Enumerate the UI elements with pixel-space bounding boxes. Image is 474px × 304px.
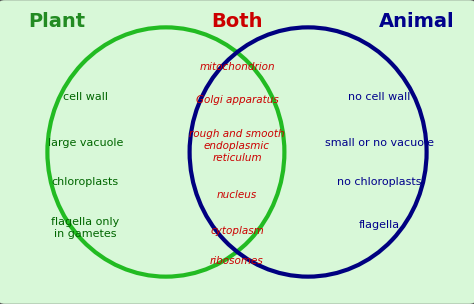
Text: no cell wall: no cell wall <box>348 92 410 102</box>
Text: mitochondrion: mitochondrion <box>199 62 275 72</box>
Text: Animal: Animal <box>379 12 455 31</box>
Text: nucleus: nucleus <box>217 190 257 199</box>
Text: Plant: Plant <box>28 12 85 31</box>
Text: no chloroplasts: no chloroplasts <box>337 178 421 187</box>
Text: chloroplasts: chloroplasts <box>52 178 119 187</box>
Text: cytoplasm: cytoplasm <box>210 226 264 236</box>
Text: cell wall: cell wall <box>63 92 108 102</box>
Text: rough and smooth
endoplasmic
reticulum: rough and smooth endoplasmic reticulum <box>189 129 285 163</box>
Text: small or no vacuole: small or no vacuole <box>325 138 434 148</box>
Text: ribosomes: ribosomes <box>210 257 264 266</box>
Text: flagella: flagella <box>359 220 400 230</box>
Text: large vacuole: large vacuole <box>47 138 123 148</box>
Text: Both: Both <box>211 12 263 31</box>
Text: flagella only
in gametes: flagella only in gametes <box>51 217 119 239</box>
Text: Golgi apparatus: Golgi apparatus <box>196 95 278 105</box>
